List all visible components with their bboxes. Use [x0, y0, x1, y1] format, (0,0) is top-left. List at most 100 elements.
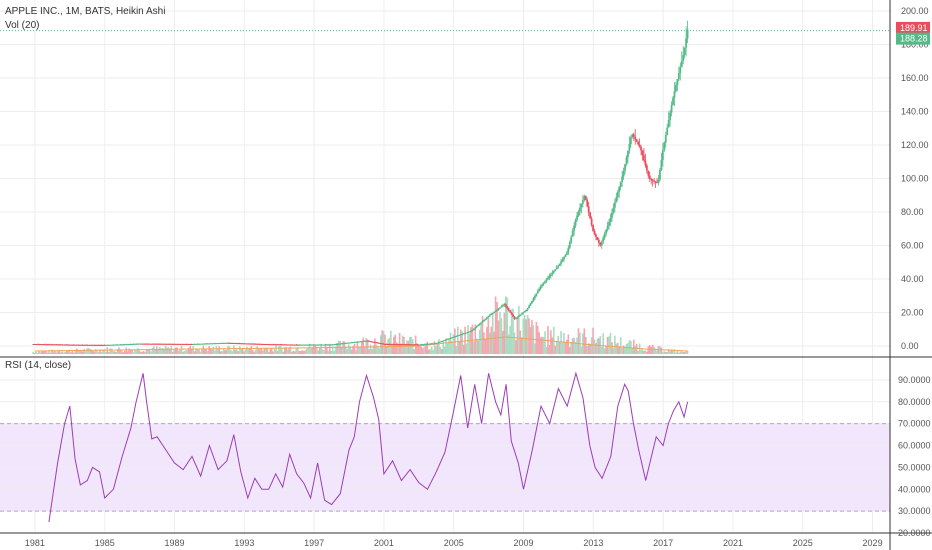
- candle-body: [416, 344, 418, 346]
- volume-bar: [631, 347, 634, 354]
- candle-body: [305, 344, 308, 346]
- candle-body: [634, 136, 637, 140]
- volume-bar: [600, 346, 603, 354]
- volume-bar: [189, 346, 192, 354]
- volume-bar: [330, 350, 333, 354]
- candle-body: [263, 344, 266, 346]
- volume-bar: [462, 344, 465, 354]
- candle-body: [173, 343, 176, 345]
- volume-bar: [243, 351, 245, 354]
- candle-body: [282, 344, 285, 346]
- volume-bar: [279, 345, 282, 354]
- volume-bar: [58, 350, 61, 354]
- candle-body: [244, 343, 247, 345]
- candle-body: [490, 313, 493, 315]
- candle-body: [644, 160, 647, 166]
- candle-body: [195, 343, 197, 345]
- volume-bar: [202, 345, 205, 354]
- candle-body: [176, 343, 179, 345]
- volume-bar: [647, 346, 650, 354]
- volume-bar: [614, 335, 616, 354]
- candle-body: [40, 344, 43, 346]
- candle-body: [590, 218, 593, 225]
- volume-bar: [496, 302, 498, 354]
- candle-body: [219, 343, 222, 345]
- candle-body: [311, 344, 314, 346]
- candle-body: [643, 155, 645, 161]
- candle-body: [103, 344, 106, 346]
- volume-bar: [542, 337, 545, 354]
- volume-bar: [52, 351, 55, 354]
- volume-bar: [231, 351, 234, 354]
- volume-bar: [331, 346, 334, 354]
- candle-body: [289, 344, 292, 346]
- candle-body: [675, 85, 677, 92]
- volume-bar: [603, 348, 606, 354]
- candle-body: [100, 344, 103, 346]
- volume-bar: [106, 347, 109, 354]
- volume-bar: [75, 348, 78, 354]
- candle-body: [150, 343, 152, 345]
- candle-body: [433, 343, 436, 345]
- volume-bar: [145, 349, 148, 354]
- volume-bar: [234, 349, 237, 354]
- volume-bar: [212, 346, 215, 354]
- candle-body: [161, 343, 164, 345]
- volume-bar: [219, 351, 222, 354]
- volume-bar: [568, 347, 571, 354]
- volume-bar: [250, 345, 253, 354]
- volume-bar: [222, 347, 225, 354]
- volume-bar: [158, 347, 161, 354]
- candle-body: [200, 343, 203, 345]
- candle-body: [499, 307, 501, 309]
- volume-bar: [334, 346, 337, 354]
- volume-bar: [155, 346, 158, 354]
- volume-bar: [148, 348, 151, 354]
- candle-body: [587, 206, 590, 213]
- volume-bar: [475, 338, 478, 354]
- candle-body: [462, 333, 465, 335]
- candle-body: [429, 343, 432, 345]
- candle-body: [291, 344, 293, 346]
- volume-bar: [363, 347, 366, 354]
- candle-body: [410, 344, 413, 346]
- candle-body: [461, 333, 464, 335]
- price-axis-label: 0.00: [901, 341, 919, 351]
- volume-bar: [442, 340, 445, 354]
- volume-bar: [257, 348, 260, 354]
- volume-bar: [409, 337, 411, 354]
- candle-body: [560, 261, 562, 264]
- volume-bar: [571, 338, 574, 354]
- volume-bar: [445, 338, 447, 354]
- volume-bar: [174, 347, 177, 354]
- candle-body: [670, 105, 673, 113]
- volume-bar: [522, 318, 525, 354]
- candle-body: [452, 336, 455, 338]
- candle-body: [589, 212, 592, 219]
- volume-bar: [637, 351, 639, 354]
- candle-body: [408, 344, 411, 346]
- volume-bar: [544, 331, 546, 354]
- candle-body: [254, 343, 257, 345]
- candle-body: [612, 207, 615, 213]
- volume-bar: [237, 351, 240, 354]
- candle-body: [246, 343, 248, 345]
- candle-body: [315, 344, 318, 346]
- candle-body: [635, 139, 638, 142]
- candle-body: [166, 343, 168, 345]
- volume-bar: [247, 348, 250, 354]
- volume-bar: [650, 346, 653, 354]
- candle-body: [235, 343, 238, 345]
- candle-body: [392, 344, 395, 346]
- candle-body: [256, 343, 259, 345]
- candle-body: [619, 181, 622, 187]
- candle-body: [640, 146, 642, 151]
- time-axis-label: 2009: [514, 538, 534, 548]
- volume-bar: [438, 339, 440, 354]
- candle-body: [576, 215, 578, 220]
- volume-bar: [249, 348, 251, 354]
- volume-bar: [289, 346, 292, 354]
- rsi-axis-label: 90.0000: [898, 375, 931, 385]
- volume-bar: [345, 346, 347, 354]
